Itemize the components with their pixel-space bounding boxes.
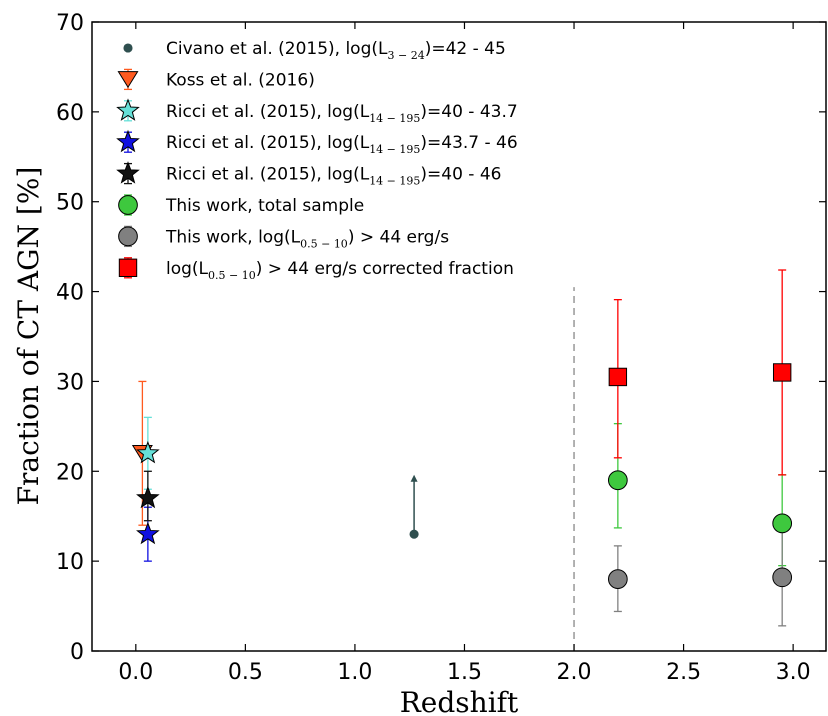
legend-label-tail: ) > 44 erg/s (348, 227, 449, 247)
legend-label-subscript: 0.5 − 10 (208, 269, 256, 282)
marker-series-6-point-0 (607, 569, 628, 589)
y-tick-label: 0 (70, 640, 84, 665)
legend-label-main: Koss et al. (2016) (166, 70, 315, 90)
x-tick-label: 2.0 (557, 660, 592, 685)
errorbar-layer (138, 269, 787, 627)
legend-item: Ricci et al. (2015), log(L14 − 195)=40 -… (116, 98, 518, 125)
legend-label: Civano et al. (2015), log(L3 − 24)=42 - … (166, 39, 506, 62)
legend-label: log(L0.5 − 10) > 44 erg/s corrected frac… (166, 259, 514, 282)
legend-item: This work, log(L0.5 − 10) > 44 erg/s (118, 225, 449, 250)
legend-marker (118, 258, 138, 278)
legend-label-subscript: 3 − 24 (387, 49, 424, 62)
legend-label-main: This work, total sample (165, 196, 364, 216)
legend-label-main: Ricci et al. (2015), log(L (166, 133, 370, 153)
legend-marker (116, 98, 140, 121)
legend: Civano et al. (2015), log(L3 − 24)=42 - … (116, 39, 518, 282)
x-tick-label: 1.5 (447, 660, 482, 685)
legend-label-tail: )=43.7 - 46 (420, 133, 517, 153)
legend-label: Koss et al. (2016) (166, 70, 315, 90)
marker-layer (131, 363, 793, 589)
plot-frame (91, 21, 827, 652)
legend-item: This work, total sample (118, 194, 364, 216)
legend-label-main: This work, log(L (165, 227, 301, 247)
legend-item: Civano et al. (2015), log(L3 − 24)=42 - … (123, 39, 506, 62)
legend-label-subscript: 14 − 195 (369, 175, 420, 188)
legend-marker (123, 43, 133, 53)
marker-series-7-point-1 (772, 363, 792, 382)
x-tick-label: 0.0 (118, 660, 153, 685)
legend-marker (116, 129, 140, 153)
x-tick-label: 1.0 (337, 660, 372, 685)
legend-label: Ricci et al. (2015), log(L14 − 195)=40 -… (166, 165, 501, 188)
legend-label: Ricci et al. (2015), log(L14 − 195)=40 -… (166, 102, 518, 125)
marker-series-3-point-0 (136, 521, 160, 545)
y-axis-title: Fraction of CT AGN [%] (12, 167, 45, 506)
x-tick-label: 0.5 (228, 660, 263, 685)
legend-label: This work, total sample (165, 196, 364, 216)
legend-label-tail: )=42 - 45 (425, 39, 506, 59)
y-tick-label: 50 (56, 191, 84, 216)
y-tick-label: 40 (56, 281, 84, 306)
legend-marker (118, 195, 138, 215)
legend-item: log(L0.5 − 10) > 44 erg/s corrected frac… (118, 257, 514, 282)
legend-label: Ricci et al. (2015), log(L14 − 195)=43.7… (166, 133, 518, 156)
legend-item: Ricci et al. (2015), log(L14 − 195)=43.7… (116, 129, 518, 156)
marker-series-2-point-0 (136, 440, 160, 464)
marker-series-7-point-0 (608, 367, 628, 387)
legend-label-tail: ) > 44 erg/s corrected fraction (256, 259, 514, 279)
legend-marker (117, 71, 139, 89)
y-tick-label: 10 (56, 550, 84, 575)
legend-item: Koss et al. (2016) (117, 68, 315, 90)
y-tick-label: 70 (56, 11, 84, 36)
legend-label-subscript: 14 − 195 (369, 112, 420, 125)
marker-series-5-point-0 (607, 470, 628, 491)
legend-label-main: Ricci et al. (2015), log(L (166, 102, 370, 122)
marker-series-4-point-0 (136, 485, 160, 509)
legend-label-main: Civano et al. (2015), log(L (166, 39, 388, 59)
lower-limit-arrowhead (410, 474, 418, 482)
marker-series-6-point-1 (772, 567, 793, 588)
x-tick-label: 2.5 (666, 660, 701, 685)
legend-label: This work, log(L0.5 − 10) > 44 erg/s (165, 227, 449, 250)
legend-label-tail: )=40 - 46 (420, 165, 501, 185)
x-axis-title: Redshift (400, 686, 519, 716)
legend-marker (118, 226, 138, 247)
marker-series-0-point-0 (409, 529, 419, 539)
legend-marker (116, 161, 140, 184)
legend-item: Ricci et al. (2015), log(L14 − 195)=40 -… (116, 161, 501, 188)
y-tick-label: 30 (56, 370, 84, 395)
x-tick-label: 3.0 (776, 660, 811, 685)
legend-label-tail: )=40 - 43.7 (420, 102, 517, 122)
legend-label-subscript: 14 − 195 (369, 143, 420, 156)
legend-label-main: log(L (166, 259, 209, 279)
legend-label-main: Ricci et al. (2015), log(L (166, 165, 370, 185)
marker-series-5-point-1 (772, 513, 793, 534)
y-tick-label: 60 (56, 101, 84, 126)
legend-label-subscript: 0.5 − 10 (300, 237, 348, 250)
axis-ticks: 0.0 0.5 1.0 1.5 2.0 2.5 3.0 0 10 20 30 40 50 60 70 (56, 11, 826, 685)
y-tick-label: 20 (56, 460, 84, 485)
